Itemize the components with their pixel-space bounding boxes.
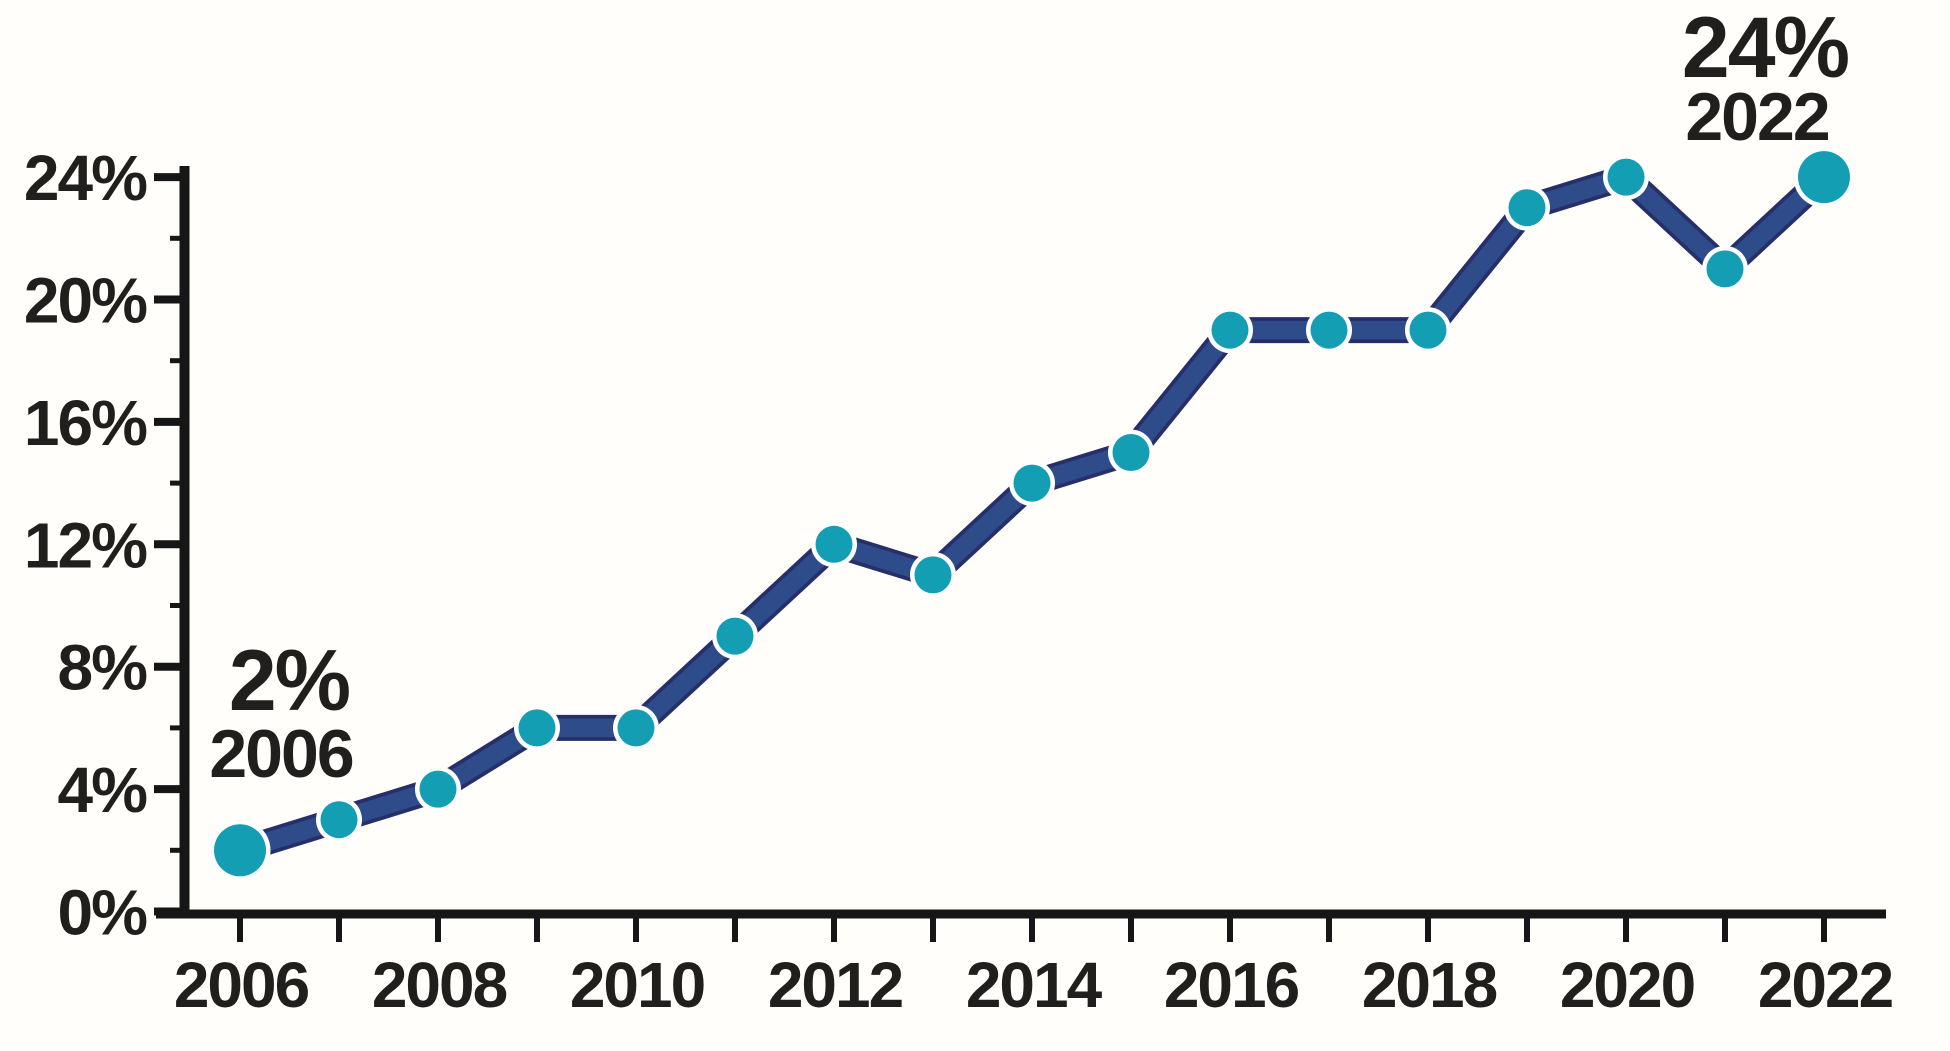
y-tick-label: 24%: [24, 142, 147, 214]
data-point-2018: [1409, 311, 1447, 349]
data-point-2012: [815, 525, 853, 563]
x-tick-label: 2012: [768, 949, 903, 1021]
y-tick-label: 12%: [24, 509, 147, 581]
data-point-2019: [1508, 189, 1546, 227]
data-point-2006: [214, 824, 266, 877]
x-tick-label: 2018: [1362, 949, 1497, 1021]
data-point-2017: [1310, 311, 1348, 349]
data-point-2021: [1706, 250, 1744, 288]
y-tick-label: 4%: [58, 754, 148, 826]
data-point-2014: [1013, 464, 1051, 502]
x-tick-label: 2022: [1758, 949, 1893, 1021]
x-tick-label: 2010: [570, 949, 704, 1021]
data-point-2007: [320, 801, 358, 839]
annotation-value-2022: 24%: [1682, 0, 1849, 96]
data-point-2022: [1798, 151, 1850, 204]
annotation-year-2006: 2006: [209, 716, 352, 792]
data-point-2010: [617, 709, 655, 747]
data-point-2016: [1211, 311, 1249, 349]
x-tick-label: 2020: [1560, 949, 1694, 1021]
x-tick-label: 2008: [372, 949, 507, 1021]
data-point-2013: [914, 556, 952, 594]
data-point-2020: [1607, 158, 1645, 196]
y-tick-label: 0%: [58, 877, 148, 949]
y-tick-label: 20%: [24, 265, 147, 337]
data-point-2015: [1112, 434, 1150, 471]
annotation-value-2006: 2%: [229, 633, 350, 729]
line-segment: [1420, 201, 1535, 336]
y-tick-label: 16%: [24, 387, 147, 459]
data-point-2011: [716, 617, 754, 655]
annotation-year-2022: 2022: [1685, 79, 1828, 155]
data-point-2008: [419, 770, 457, 808]
x-tick-label: 2016: [1164, 949, 1299, 1021]
x-tick-label: 2006: [174, 949, 309, 1021]
line-segment: [1123, 324, 1238, 459]
x-tick-label: 2014: [966, 949, 1103, 1021]
y-tick-label: 8%: [58, 632, 148, 704]
data-point-2009: [518, 709, 556, 747]
